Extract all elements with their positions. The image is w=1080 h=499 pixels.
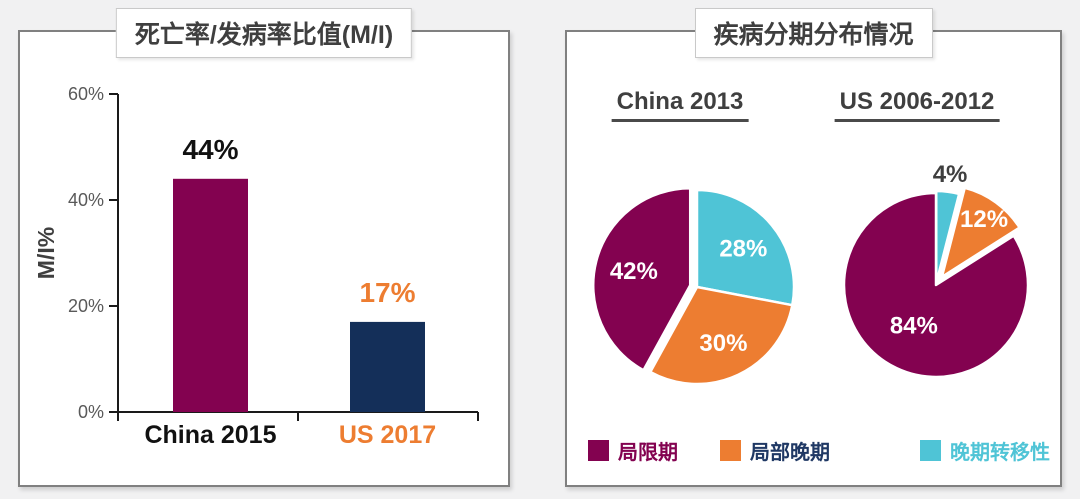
pie-slice-局限期	[591, 187, 692, 372]
pie-slice-label: 30%	[699, 330, 747, 357]
y-tick-label: 20%	[68, 296, 104, 316]
pie-chart-us-2006-2012: 4% 12% 84%	[842, 161, 1030, 379]
bar-category-label: US 2017	[339, 421, 436, 449]
pie-header-china-2013: China 2013	[611, 88, 749, 122]
legend-swatch	[720, 440, 741, 461]
bar-category-label: China 2015	[144, 421, 276, 449]
pie-chart-china-2013: 28% 30% 42%	[591, 187, 796, 386]
mi-ratio-bar-chart: 0% 20% 40% 60% 44% China 2015 17% US 2017 M/I%	[33, 84, 479, 449]
pie-slice-label: 12%	[960, 206, 1008, 233]
pie-slice-局部晚期	[940, 186, 1021, 279]
pie-slice-label: 4%	[933, 161, 968, 188]
pie-slice-label: 84%	[890, 312, 938, 339]
bar-china-2015	[173, 178, 248, 412]
y-tick-label: 0%	[78, 402, 104, 422]
pie-slice-晚期转移性	[695, 188, 796, 307]
pie-header-us-2006-2012: US 2006-2012	[834, 88, 1000, 122]
legend-item-局部晚期: 局部晚期	[720, 436, 830, 465]
pie-slice-晚期转移性	[935, 189, 961, 285]
legend-label: 晚期转移性	[950, 442, 1050, 464]
bar-us-2017	[350, 321, 425, 412]
legend-item-局限期: 局限期	[588, 436, 678, 465]
legend-label: 局限期	[618, 442, 678, 464]
legend-swatch	[920, 440, 941, 461]
bar-value-label: 17%	[359, 277, 415, 308]
legend-swatch	[588, 440, 609, 461]
pie-slice-局部晚期	[649, 285, 794, 386]
stage-distribution-panel-title: 疾病分期分布情况	[694, 8, 933, 58]
pie-slice-label: 28%	[719, 236, 767, 263]
mi-ratio-panel: 死亡率/发病率比值(M/I) 0% 20% 40% 60% 44% China 2015 1…	[18, 8, 510, 487]
y-axis-title: M/I%	[33, 227, 59, 279]
legend-item-晚期转移性: 晚期转移性	[920, 436, 1050, 465]
mi-ratio-panel-title: 死亡率/发病率比值(M/I)	[115, 8, 413, 58]
stage-distribution-panel: 疾病分期分布情况 China 2013 US 2006-2012 28% 30% 4…	[565, 8, 1062, 487]
pie-slice-label: 42%	[610, 258, 658, 285]
y-tick-label: 60%	[68, 84, 104, 104]
bar-value-label: 44%	[182, 134, 238, 165]
pie-slice-局限期	[842, 191, 1030, 379]
y-tick-label: 40%	[68, 190, 104, 210]
legend-label: 局部晚期	[750, 442, 830, 464]
